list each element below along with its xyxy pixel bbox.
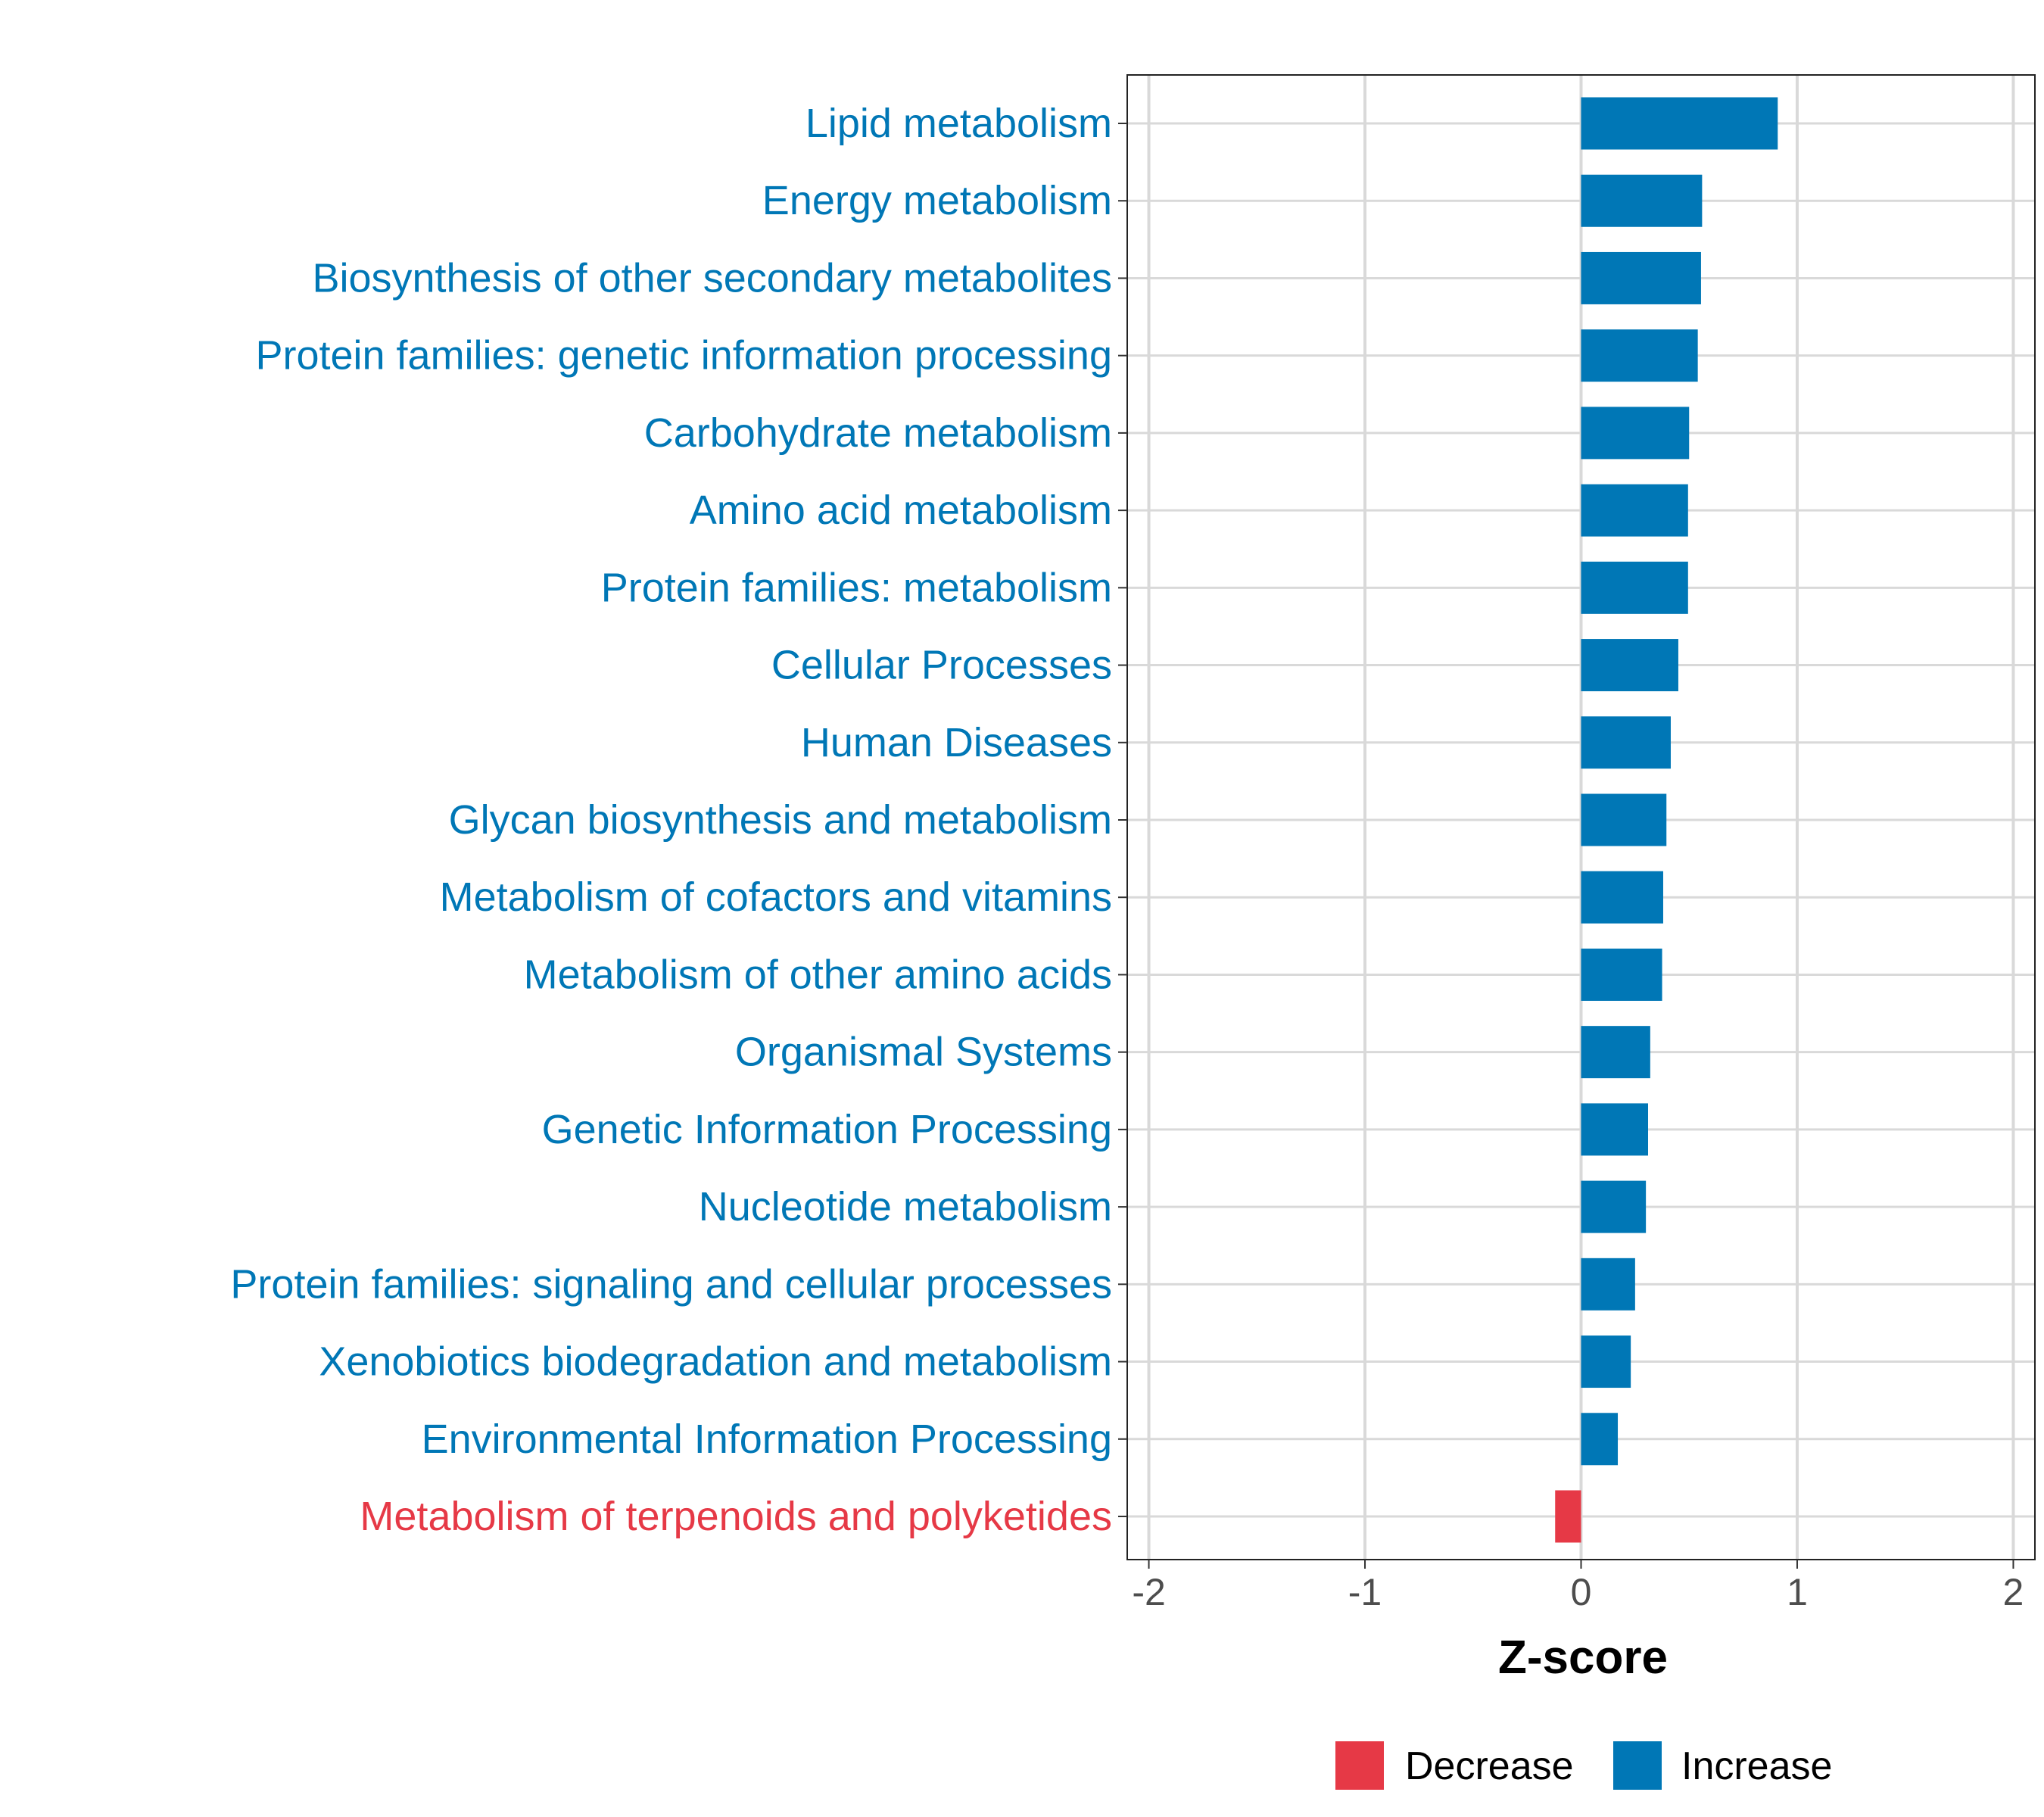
bar xyxy=(1581,639,1678,692)
bar xyxy=(1581,174,1703,227)
bar xyxy=(1581,871,1663,924)
x-tick-label: 2 xyxy=(2003,1571,2024,1613)
bar xyxy=(1581,407,1690,460)
bar xyxy=(1581,948,1662,1001)
x-axis-ticks: -2 -1 0 1 2 xyxy=(1132,1560,2024,1613)
category-label: Protein families: metabolism xyxy=(601,565,1112,610)
category-label: Genetic Information Processing xyxy=(542,1107,1112,1152)
category-label: Amino acid metabolism xyxy=(690,488,1112,533)
bar xyxy=(1581,484,1688,537)
legend-label-decrease: Decrease xyxy=(1405,1744,1574,1788)
category-label: Energy metabolism xyxy=(762,178,1112,223)
bar xyxy=(1581,329,1698,382)
category-label: Metabolism of cofactors and vitamins xyxy=(440,874,1112,920)
category-label: Lipid metabolism xyxy=(805,101,1112,146)
legend-swatch-increase xyxy=(1613,1741,1662,1790)
category-label: Organismal Systems xyxy=(735,1030,1112,1075)
bar xyxy=(1581,1026,1650,1079)
bar xyxy=(1581,1335,1631,1388)
category-label: Xenobiotics biodegradation and metabolis… xyxy=(319,1339,1112,1385)
x-tick-label: -2 xyxy=(1132,1571,1165,1613)
bar xyxy=(1581,793,1667,846)
legend-swatch-decrease xyxy=(1335,1741,1384,1790)
bar xyxy=(1555,1490,1581,1543)
bar xyxy=(1581,716,1671,769)
legend-label-increase: Increase xyxy=(1681,1744,1832,1788)
category-label: Cellular Processes xyxy=(771,643,1112,688)
bar xyxy=(1581,1180,1647,1233)
category-label: Metabolism of other amino acids xyxy=(524,952,1112,997)
category-label: Carbohydrate metabolism xyxy=(644,410,1112,456)
category-labels: Lipid metabolism Energy metabolism Biosynt… xyxy=(230,101,1127,1539)
category-label: Metabolism of terpenoids and polyketides xyxy=(360,1494,1112,1539)
bar xyxy=(1581,1413,1619,1466)
bar xyxy=(1581,251,1701,304)
category-label: Protein families: signaling and cellular… xyxy=(230,1261,1112,1307)
bar xyxy=(1581,1103,1648,1156)
legend: Decrease Increase xyxy=(1335,1741,1832,1790)
x-tick-label: 0 xyxy=(1571,1571,1592,1613)
bar xyxy=(1581,561,1688,614)
bar xyxy=(1581,1258,1635,1311)
category-label: Protein families: genetic information pr… xyxy=(255,333,1112,379)
category-label: Biosynthesis of other secondary metaboli… xyxy=(312,255,1112,301)
category-label: Human Diseases xyxy=(801,720,1112,765)
category-label: Nucleotide metabolism xyxy=(699,1184,1112,1230)
x-tick-label: 1 xyxy=(1787,1571,1808,1613)
x-tick-label: -1 xyxy=(1348,1571,1382,1613)
bars xyxy=(1555,97,1778,1543)
x-axis-title: Z-score xyxy=(1498,1632,1668,1684)
category-label: Glycan biosynthesis and metabolism xyxy=(449,797,1112,843)
bar xyxy=(1581,97,1778,150)
category-label: Environmental Information Processing xyxy=(422,1417,1112,1462)
